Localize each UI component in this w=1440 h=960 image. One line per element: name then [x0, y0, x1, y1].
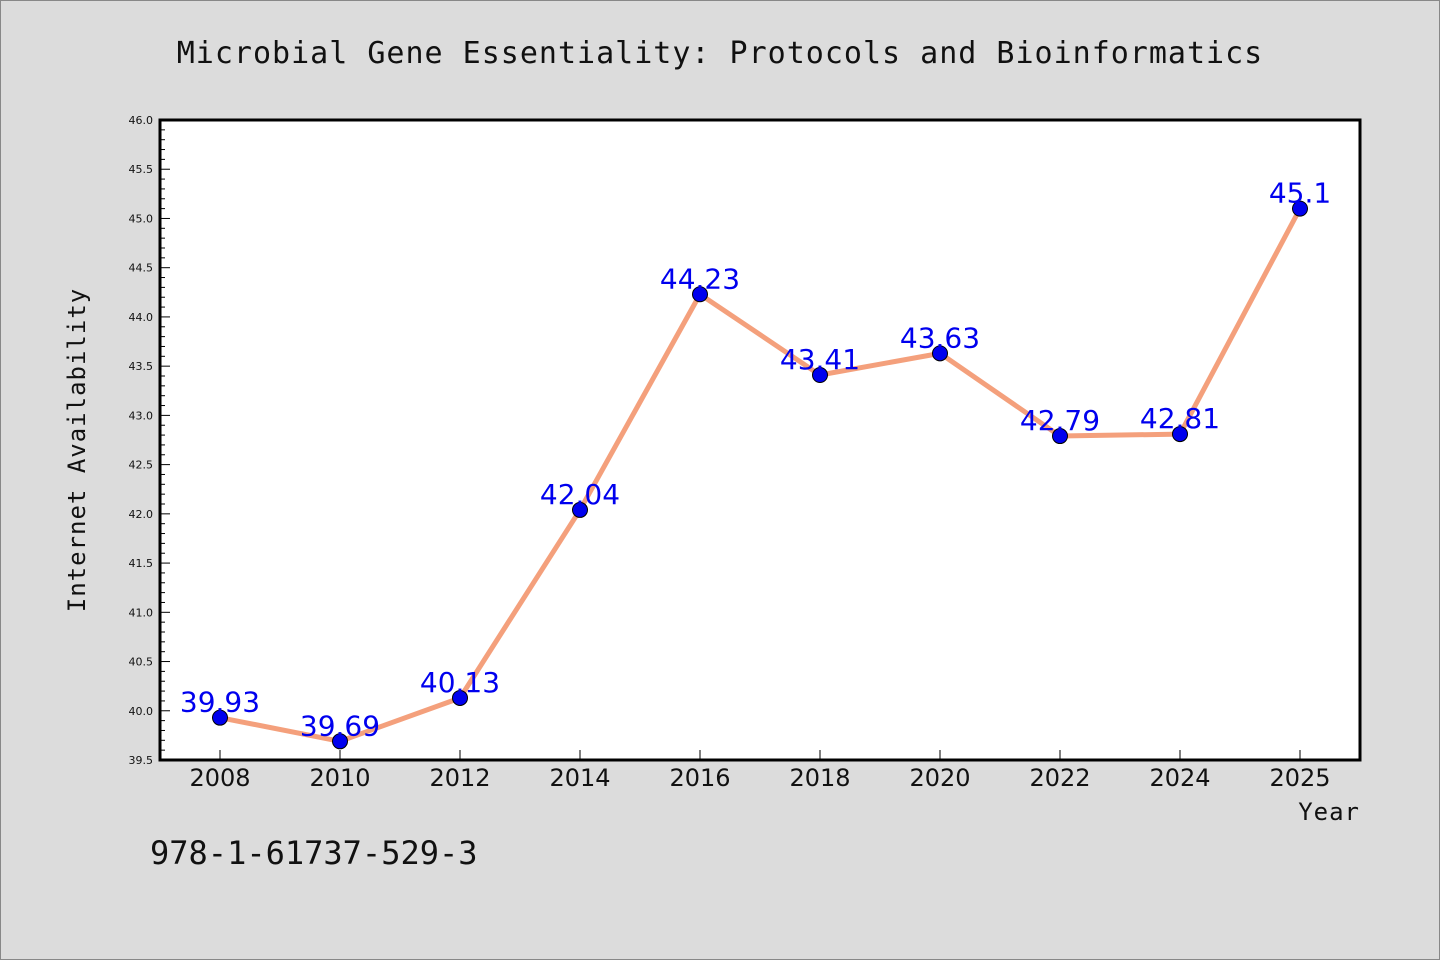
y-tick-label: 44.5 [129, 262, 154, 275]
y-tick-label: 45.0 [129, 212, 154, 225]
data-point [452, 689, 468, 706]
data-point [1172, 426, 1188, 443]
data-label: 39.93 [180, 686, 260, 719]
data-point [572, 501, 588, 518]
y-tick-label: 40.5 [129, 656, 154, 669]
data-label-group: 39.93 39.69 40.13 42.04 44.23 43.41 43.63 42.79… [180, 177, 1331, 743]
y-tick-label: 39.5 [129, 754, 154, 767]
x-tick-label: 2024 [1149, 764, 1210, 792]
data-point [692, 286, 708, 303]
y-tick-label: 43.5 [129, 360, 154, 373]
data-point [1292, 200, 1308, 217]
y-tick-label: 43.0 [129, 409, 154, 422]
x-axis-label: Year [1298, 798, 1360, 826]
x-axis: 2008 2010 2012 2014 2016 2018 2020 2022 2024 2025 [189, 750, 1331, 792]
data-label: 43.63 [900, 321, 980, 354]
data-label: 39.69 [300, 709, 380, 742]
data-label: 42.79 [1020, 404, 1100, 437]
x-tick-label: 2010 [309, 764, 370, 792]
y-tick-label: 44.0 [129, 311, 154, 324]
y-axis-label: Internet Availability [63, 288, 91, 612]
x-tick-label: 2016 [669, 764, 730, 792]
y-tick-label: 46.0 [129, 114, 154, 127]
data-label: 45.1 [1269, 177, 1331, 210]
x-tick-label: 2022 [1029, 764, 1090, 792]
plot-area [158, 118, 1362, 762]
data-label: 42.04 [540, 478, 620, 511]
data-point [212, 709, 228, 726]
y-tick-label: 41.0 [129, 606, 154, 619]
x-tick-label: 2014 [549, 764, 610, 792]
data-label: 44.23 [660, 262, 740, 295]
y-tick-label: 41.5 [129, 557, 154, 570]
y-tick-label: 40.0 [129, 705, 154, 718]
data-point [932, 345, 948, 362]
data-label: 40.13 [420, 666, 500, 699]
x-tick-label: 2008 [189, 764, 250, 792]
series-line-group [212, 200, 1308, 750]
y-tick-label: 42.0 [129, 508, 154, 521]
x-tick-label: 2018 [789, 764, 850, 792]
data-label: 43.41 [780, 343, 860, 376]
y-axis: 39.5 40.0 40.5 41.0 41.5 42.0 42.5 43.0 43.5 44.0… [129, 114, 170, 767]
x-tick-label: 2025 [1269, 764, 1330, 792]
data-label: 42.81 [1140, 402, 1220, 435]
x-tick-label: 2020 [909, 764, 970, 792]
series-line [217, 206, 1303, 744]
y-tick-label: 42.5 [129, 459, 154, 472]
isbn-text: 978-1-61737-529-3 [150, 834, 478, 872]
y-tick-label: 45.5 [129, 163, 154, 176]
data-point [1052, 428, 1068, 445]
data-point [812, 367, 828, 384]
chart-title: Microbial Gene Essentiality: Protocols a… [177, 36, 1264, 71]
data-point [332, 733, 348, 750]
x-tick-label: 2012 [429, 764, 490, 792]
